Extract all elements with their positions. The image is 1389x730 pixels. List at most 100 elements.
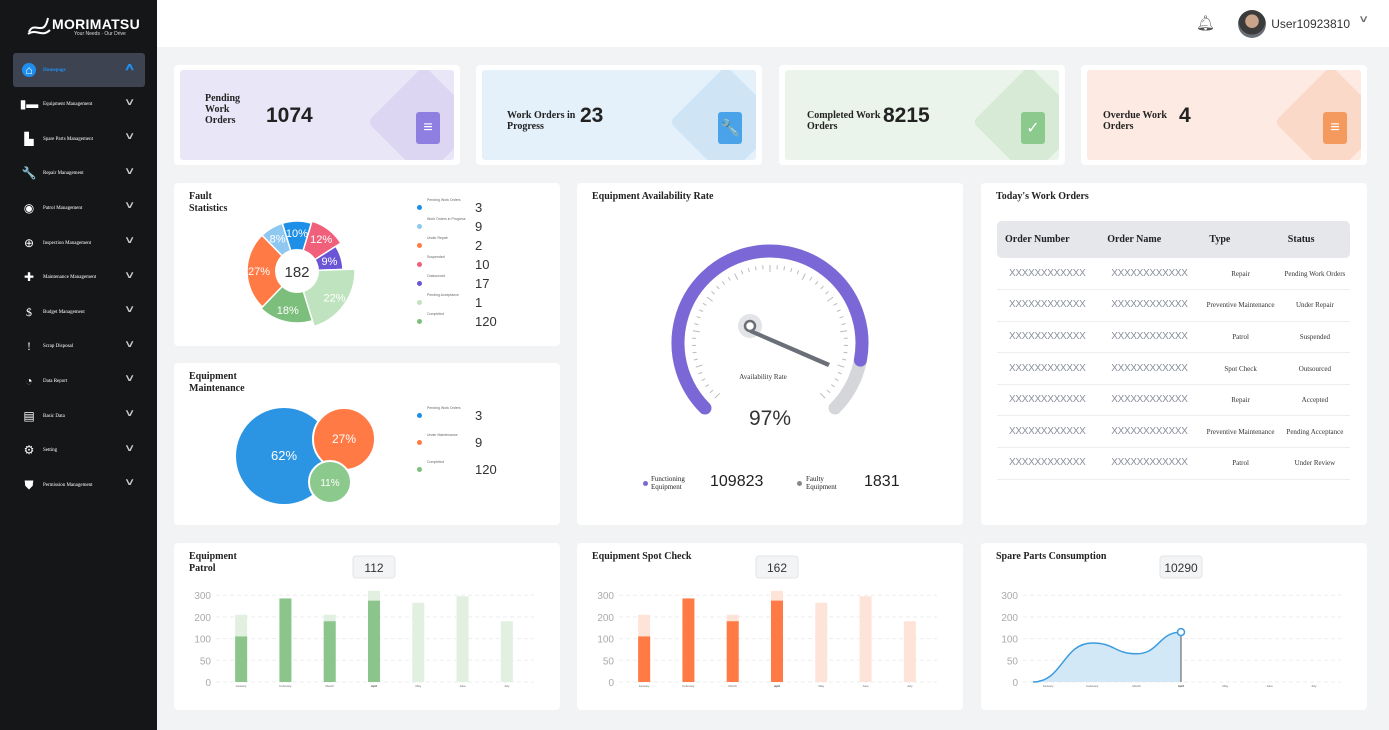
table-row[interactable]: XXXXXXXXXXXX XXXXXXXXXXXX Preventive Maint…: [997, 289, 1350, 322]
column-header[interactable]: Order Number: [997, 221, 1100, 258]
legend-item: Work Orders in Progress 9: [417, 217, 557, 237]
gauge-tick: [819, 392, 826, 399]
kpi-label: Work Orders in Progress: [507, 110, 576, 132]
logo: MORIMATSU Your Needs · Our Drive: [26, 12, 140, 40]
chevron-down-icon[interactable]: ∨: [1357, 14, 1369, 25]
x-tick-label: July: [504, 684, 510, 688]
sidebar-item-maintenance-management[interactable]: ✚ Maintenance Management ∨: [13, 261, 145, 295]
tooltip-value: 10290: [1164, 561, 1198, 575]
bell-icon[interactable]: 🔔︎: [1195, 15, 1215, 32]
card-title: Fault Statistics: [189, 191, 228, 214]
chevron-down-icon[interactable]: ∨: [123, 338, 136, 350]
sidebar-item-budget-management[interactable]: $ Budget Management ∨: [13, 295, 145, 329]
gauge-tick: [834, 378, 839, 382]
fault-donut-chart: 10%12% 9% 22% 18% 27% 8% 182: [246, 220, 356, 328]
chevron-down-icon[interactable]: ∨: [123, 408, 136, 419]
order-name: XXXXXXXXXXXX: [1099, 258, 1202, 291]
legend-dot: [417, 440, 422, 445]
sidebar-item-spare-parts-management[interactable]: ▙ Spare Parts Management ∨: [13, 122, 145, 156]
table-row[interactable]: XXXXXXXXXXXX XXXXXXXXXXXX Preventive Maint…: [997, 415, 1350, 449]
chevron-up-icon[interactable]: ∧: [123, 62, 136, 73]
sidebar-item-homepage[interactable]: ⌂ Homepage ∧: [13, 53, 145, 87]
order-type: Repair: [1201, 258, 1280, 291]
column-header[interactable]: Status: [1279, 221, 1350, 258]
equipment-icon: ▮▬: [19, 97, 39, 112]
todays-work-orders-card: Today's Work Orders Order Number Order Na…: [981, 183, 1367, 525]
chevron-down-icon[interactable]: ∨: [123, 200, 136, 212]
kpi-card[interactable]: Pending Work Orders 1074 ≡: [174, 65, 460, 165]
equipment-maintenance-card: Equipment Maintenance 62% 27% 11% Pendin…: [174, 363, 560, 525]
chart-title: Equipment Spot Check: [592, 551, 692, 562]
sidebar-item-basic-data[interactable]: ▤ Basic Data ∨: [13, 399, 145, 433]
gauge-tick: [716, 285, 720, 290]
legend-value: 3: [475, 200, 483, 215]
table-row[interactable]: XXXXXXXXXXXX XXXXXXXXXXXX Repair Accepted: [997, 384, 1350, 417]
avatar[interactable]: [1238, 10, 1266, 38]
chevron-down-icon[interactable]: ∨: [123, 477, 136, 489]
legend-value: 9: [475, 435, 483, 450]
table-row[interactable]: XXXXXXXXXXXX XXXXXXXXXXXX Patrol Suspended: [997, 321, 1350, 354]
home-icon: ⌂: [22, 63, 36, 77]
sidebar-item-setting[interactable]: ⚙ Setting ∨: [13, 434, 145, 468]
sidebar-item-inspection-management[interactable]: ⊕ Inspection Management ∨: [13, 226, 145, 260]
x-tick-label: March: [729, 684, 738, 688]
sidebar-item-permission-management[interactable]: ⛊ Permission Management ∨: [13, 468, 145, 502]
chevron-down-icon[interactable]: ∨: [123, 165, 136, 177]
username[interactable]: User10923810: [1271, 17, 1350, 31]
faulty-count: 1831: [864, 473, 900, 490]
kpi-card[interactable]: Completed Work Orders 8215 ✓: [779, 65, 1065, 165]
chevron-down-icon[interactable]: ∨: [123, 131, 136, 143]
legend-label: Completed: [427, 312, 444, 316]
order-number: XXXXXXXXXXXX: [997, 447, 1100, 480]
bar-total: [456, 596, 469, 682]
y-tick-label: 200: [597, 613, 614, 624]
slice-label: 22%: [323, 293, 345, 305]
x-tick-label: February: [279, 684, 292, 688]
sidebar-item-patrol-management[interactable]: ◉ Patrol Management ∨: [13, 191, 145, 225]
chevron-down-icon[interactable]: ∨: [123, 373, 136, 385]
x-tick-label: January: [639, 684, 650, 688]
bubble-11: [308, 460, 352, 504]
chevron-down-icon[interactable]: ∨: [123, 235, 136, 246]
gauge-tick: [721, 281, 726, 285]
gauge-tick: [827, 296, 834, 302]
top-header: 🔔︎ User10923810 ∨: [157, 0, 1389, 47]
chevron-down-icon[interactable]: ∨: [123, 442, 136, 454]
table-row[interactable]: XXXXXXXXXXXX XXXXXXXXXXXX Patrol Under Revi…: [997, 447, 1350, 480]
sidebar-item-scrap-disposal[interactable]: ! Scrap Disposal ∨: [13, 330, 145, 364]
gauge-tick: [783, 266, 786, 271]
kpi-card[interactable]: Overdue Work Orders 4 ≡: [1081, 65, 1367, 165]
x-tick-label: April: [1178, 684, 1184, 688]
table-row[interactable]: XXXXXXXXXXXX XXXXXXXXXXXX Spot Check Outsou…: [997, 352, 1350, 385]
kpi-value: 1074: [266, 104, 313, 127]
column-header[interactable]: Type: [1201, 221, 1280, 258]
kpi-label: Completed Work Orders: [807, 110, 881, 132]
gauge-tick: [841, 323, 846, 326]
legend-value: 10: [475, 257, 490, 272]
column-header[interactable]: Order Name: [1099, 221, 1202, 258]
sidebar-item-equipment-management[interactable]: ▮▬ Equipment Management ∨: [13, 88, 145, 122]
x-tick-label: January: [1043, 684, 1054, 688]
kpi-card[interactable]: Work Orders in Progress 23 🔧: [476, 65, 762, 165]
budget-icon: $: [26, 304, 32, 319]
chevron-down-icon[interactable]: ∨: [123, 96, 136, 108]
needle-pivot: [743, 319, 757, 333]
sidebar-item-repair-management[interactable]: 🔧 Repair Management ∨: [13, 157, 145, 191]
table-row[interactable]: XXXXXXXXXXXX XXXXXXXXXXXX Repair Pending Wo…: [997, 258, 1350, 291]
x-tick-label: May: [1222, 684, 1228, 688]
chevron-down-icon[interactable]: ∨: [123, 304, 136, 316]
bar-done: [323, 621, 336, 682]
card-title: Equipment Maintenance: [189, 371, 245, 394]
slice-label: 27%: [248, 266, 270, 278]
order-status: Outsourced: [1279, 352, 1350, 385]
spare-parts-icon: ▙: [24, 131, 34, 146]
legend-dot: [417, 319, 422, 324]
logo-mark-icon: [27, 17, 51, 35]
legend-dot: [417, 281, 422, 286]
sidebar-item-data-report[interactable]: ◔ Data Report ∨: [13, 364, 145, 398]
bubble-label: 11%: [320, 478, 339, 489]
chevron-down-icon[interactable]: ∨: [123, 269, 136, 281]
legend-label: Pending Work Orders: [427, 406, 461, 410]
legend-item: Outsourced 17: [417, 274, 557, 294]
kpi-value: 8215: [883, 104, 930, 127]
